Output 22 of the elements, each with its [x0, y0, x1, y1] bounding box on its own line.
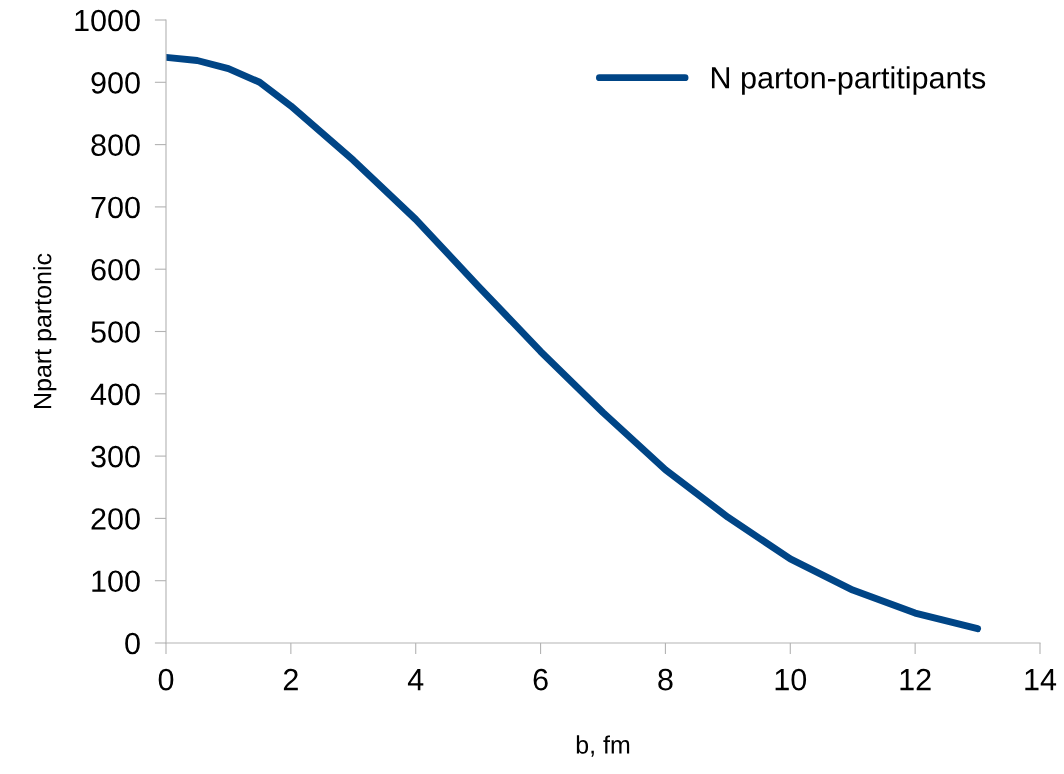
- x-axis-title: b, fm: [576, 735, 630, 757]
- y-tick-label: 800: [91, 134, 140, 156]
- y-tick-label: 200: [91, 508, 140, 530]
- y-tick-label: 300: [91, 445, 140, 468]
- y-tick-label: 700: [91, 196, 140, 219]
- x-tick-label: 2: [283, 668, 298, 691]
- y-tick-label: 600: [91, 258, 140, 281]
- x-tick-label: 8: [658, 668, 673, 691]
- y-axis-title: Npart partonic: [33, 253, 57, 408]
- y-tick-label: 500: [91, 321, 140, 343]
- legend-label: N parton-partitipants: [711, 66, 986, 95]
- y-tick-label: 0: [125, 632, 140, 655]
- y-tick-label: 400: [90, 383, 140, 406]
- x-tick-label: 4: [407, 669, 424, 691]
- x-tick-label: 12: [900, 668, 931, 691]
- y-tick-label: 100: [92, 570, 140, 593]
- y-tick-label: 1000: [75, 9, 140, 32]
- x-tick-label: 10: [775, 668, 807, 691]
- y-tick-label: 900: [91, 72, 140, 94]
- x-tick-label: 0: [158, 668, 174, 691]
- x-tick-label: 14: [1025, 669, 1057, 691]
- x-tick-label: 6: [533, 668, 548, 691]
